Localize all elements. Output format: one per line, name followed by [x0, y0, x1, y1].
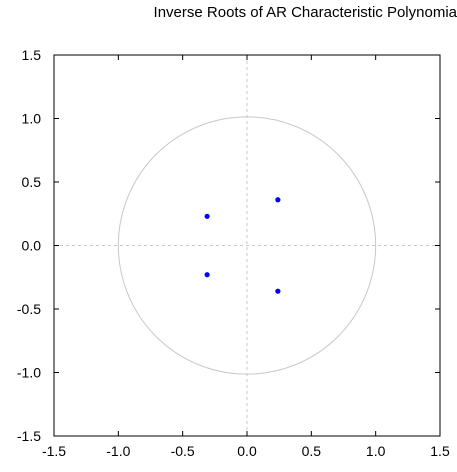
x-tick-label: 1.0: [366, 443, 386, 459]
root-point: [275, 197, 281, 203]
y-tick-label: -0.5: [17, 301, 41, 317]
x-tick-label: -1.5: [42, 443, 66, 459]
root-point: [204, 213, 210, 219]
y-tick-label: 1.5: [22, 47, 42, 63]
zero-lines: [54, 55, 440, 436]
y-tick-label: -1.0: [17, 365, 41, 381]
root-point: [204, 272, 210, 278]
x-tick-label: 1.5: [430, 443, 450, 459]
y-tick-label: -1.5: [17, 428, 41, 444]
chart-title: Inverse Roots of AR Characteristic Polyn…: [153, 4, 457, 21]
root-point: [275, 288, 281, 294]
y-tick-label: 0.5: [22, 174, 42, 190]
x-tick-label: -1.0: [106, 443, 130, 459]
y-tick-label: 1.0: [22, 111, 42, 127]
root-points: [204, 197, 281, 294]
y-tick-label: 0.0: [22, 238, 42, 254]
x-tick-label: 0.0: [237, 443, 257, 459]
unit-circle: [117, 116, 377, 375]
x-tick-label: -0.5: [171, 443, 195, 459]
axis-ticks: -1.5 -1.0 -0.5 0.0 0.5 1.0 1.5 1.5 1.0 0.5 0.0 -0.5…: [17, 47, 450, 459]
x-tick-label: 0.5: [302, 443, 322, 459]
